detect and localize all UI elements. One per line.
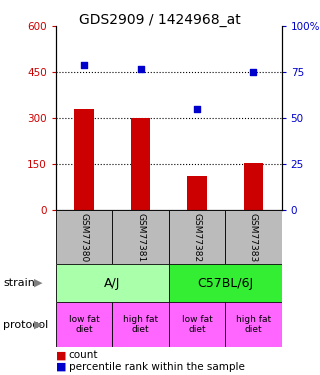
Text: GDS2909 / 1424968_at: GDS2909 / 1424968_at xyxy=(79,13,241,27)
Point xyxy=(82,62,87,68)
Text: high fat
diet: high fat diet xyxy=(123,315,158,334)
Bar xyxy=(187,176,207,210)
Text: GSM77382: GSM77382 xyxy=(193,213,202,262)
Point xyxy=(195,106,200,112)
Text: ▶: ▶ xyxy=(34,278,42,288)
Text: count: count xyxy=(69,351,98,360)
Text: ▶: ▶ xyxy=(34,320,42,330)
Text: strain: strain xyxy=(3,278,35,288)
Text: ■: ■ xyxy=(56,351,67,360)
Bar xyxy=(169,264,282,302)
Text: protocol: protocol xyxy=(3,320,48,330)
Text: ■: ■ xyxy=(56,362,67,372)
Bar xyxy=(169,302,225,347)
Point xyxy=(251,69,256,75)
Bar xyxy=(56,302,112,347)
Bar xyxy=(56,264,169,302)
Bar xyxy=(74,109,94,210)
Bar xyxy=(244,162,263,210)
Bar xyxy=(169,210,225,264)
Bar xyxy=(225,210,282,264)
Bar xyxy=(112,302,169,347)
Bar xyxy=(56,210,112,264)
Text: GSM77381: GSM77381 xyxy=(136,213,145,262)
Text: high fat
diet: high fat diet xyxy=(236,315,271,334)
Text: percentile rank within the sample: percentile rank within the sample xyxy=(69,362,245,372)
Text: GSM77380: GSM77380 xyxy=(80,213,89,262)
Text: C57BL/6J: C57BL/6J xyxy=(197,277,253,290)
Text: low fat
diet: low fat diet xyxy=(69,315,100,334)
Bar xyxy=(112,210,169,264)
Bar xyxy=(131,118,150,210)
Text: A/J: A/J xyxy=(104,277,121,290)
Text: low fat
diet: low fat diet xyxy=(182,315,212,334)
Text: GSM77383: GSM77383 xyxy=(249,213,258,262)
Point xyxy=(138,66,143,72)
Bar xyxy=(225,302,282,347)
